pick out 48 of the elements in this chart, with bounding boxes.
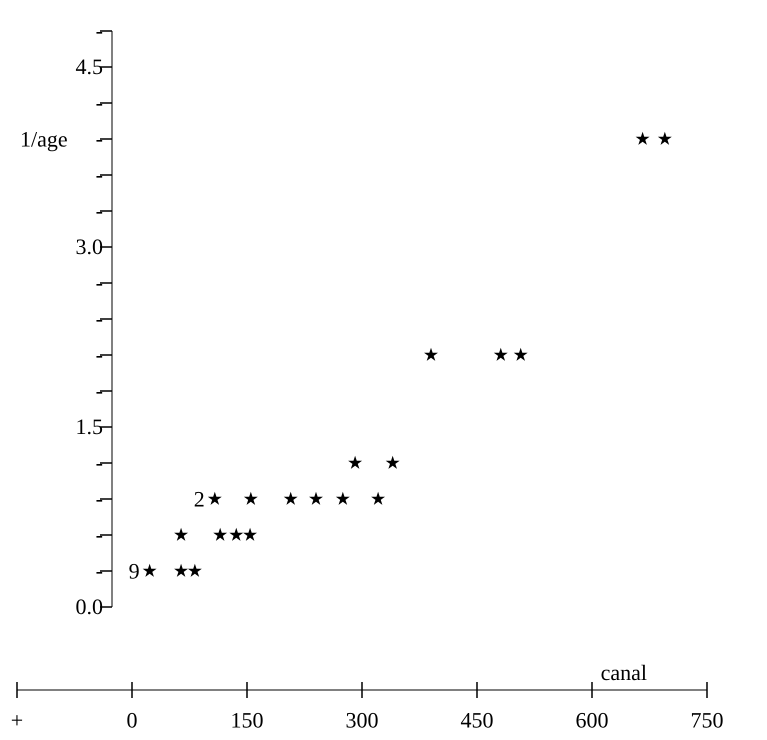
x-axis-title: canal — [600, 660, 647, 685]
x-tick-label: 600 — [576, 707, 608, 732]
y-tick-label: - — [96, 198, 103, 224]
point — [174, 564, 188, 577]
x-tick-label: + — [10, 707, 24, 732]
y-tick-label: - — [96, 162, 103, 188]
x-tick-label: 150 — [230, 707, 264, 732]
point — [284, 492, 298, 505]
y-tick-label: - — [96, 342, 103, 368]
y-tick-label: - — [96, 90, 103, 116]
y-tick-label: 1.5 — [76, 414, 103, 440]
y-tick-label: - — [96, 450, 103, 476]
point — [244, 492, 258, 505]
annotation: 9 — [128, 558, 140, 584]
annotation: 2 — [194, 486, 205, 512]
point — [514, 348, 528, 361]
point — [208, 492, 222, 505]
point — [636, 132, 650, 145]
y-tick-label: - — [96, 522, 103, 548]
point — [348, 456, 362, 469]
point — [336, 492, 350, 505]
y-tick-label: - — [96, 126, 103, 152]
point — [371, 492, 386, 505]
y-tick-label: 0.0 — [76, 594, 103, 620]
point — [494, 348, 508, 361]
point — [309, 492, 323, 505]
point — [142, 564, 157, 577]
point — [213, 528, 228, 541]
y-tick-label: - — [96, 18, 103, 44]
x-tick-label: 750 — [690, 707, 724, 732]
point — [174, 528, 188, 541]
x-tick-label: 450 — [460, 707, 494, 732]
y-tick-label: - — [96, 270, 103, 296]
point — [229, 528, 244, 541]
y-tick-label: - — [96, 558, 103, 584]
y-tick-label: - — [96, 486, 103, 512]
x-tick-label: 300 — [346, 707, 378, 732]
y-tick-label: - — [96, 378, 103, 404]
point — [424, 348, 438, 361]
point — [386, 456, 400, 469]
y-tick-label: 3.0 — [76, 234, 103, 260]
point — [658, 132, 672, 145]
x-tick-label: 0 — [126, 707, 138, 732]
y-tick-label: 4.5 — [76, 54, 103, 80]
point — [243, 528, 258, 541]
point — [188, 564, 202, 577]
y-tick-label: - — [96, 306, 103, 332]
y-axis-title: 1/age — [20, 126, 68, 152]
